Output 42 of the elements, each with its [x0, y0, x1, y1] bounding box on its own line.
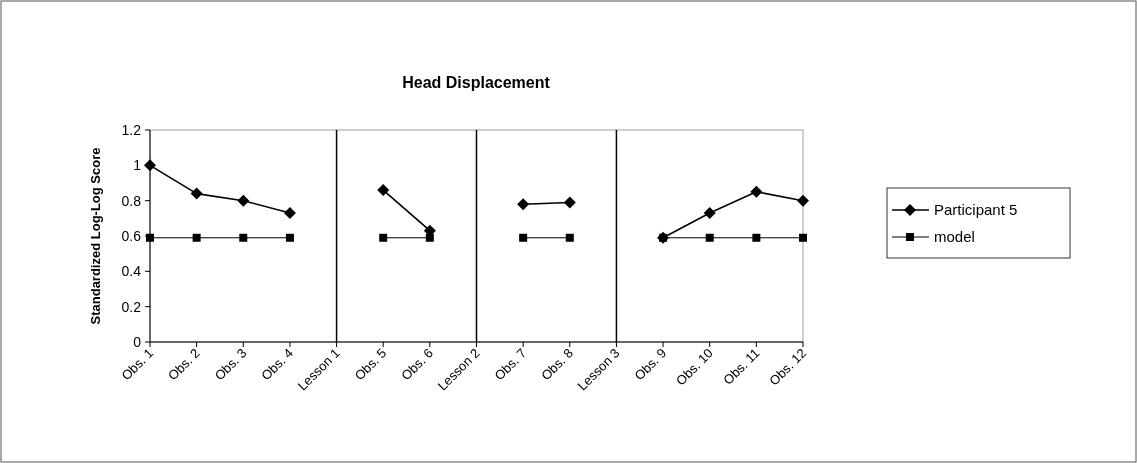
point	[190, 187, 203, 200]
point	[519, 233, 528, 242]
point	[285, 233, 294, 242]
x-tick-label: Obs. 6	[398, 345, 436, 384]
x-tick-label: Obs. 3	[211, 345, 250, 384]
point	[799, 233, 807, 242]
x-tick-label: Obs. 2	[165, 345, 203, 384]
x-tick-label: Obs. 4	[258, 345, 297, 384]
point	[144, 159, 156, 172]
point	[283, 207, 296, 220]
y-axis-title: Standardized Log-Log Score	[88, 147, 103, 325]
point	[192, 233, 201, 242]
y-tick-label: 1.2	[121, 121, 142, 138]
point	[425, 233, 434, 242]
x-tick-label: Obs. 7	[491, 345, 530, 384]
point	[797, 194, 809, 207]
x-tick-label: Obs. 12	[766, 345, 810, 389]
legend-label: model	[934, 228, 975, 246]
y-tick-label: 0.6	[121, 227, 142, 244]
x-tick-label: Obs. 11	[720, 345, 763, 388]
chart-title: Head Displacement	[402, 74, 551, 91]
x-tick-label: Obs. 9	[631, 345, 670, 384]
y-tick-label: 0	[133, 333, 142, 350]
x-tick-label: Obs. 10	[673, 345, 716, 389]
x-tick-label: Obs. 8	[538, 345, 576, 384]
point	[237, 194, 250, 207]
point	[379, 233, 388, 242]
point	[703, 207, 716, 220]
point	[563, 196, 576, 209]
point	[517, 198, 530, 211]
point	[752, 233, 761, 242]
y-tick-label: 1	[133, 157, 142, 174]
y-tick-label: 0.8	[121, 192, 142, 209]
legend-label: Participant 5	[934, 201, 1018, 219]
y-tick-label: 0.2	[121, 298, 142, 315]
point	[565, 233, 574, 242]
x-tick-label: Obs. 5	[351, 345, 390, 384]
point	[377, 184, 390, 197]
point	[705, 233, 714, 242]
y-tick-label: 0.4	[121, 263, 142, 280]
point	[239, 233, 248, 242]
point	[750, 185, 763, 198]
